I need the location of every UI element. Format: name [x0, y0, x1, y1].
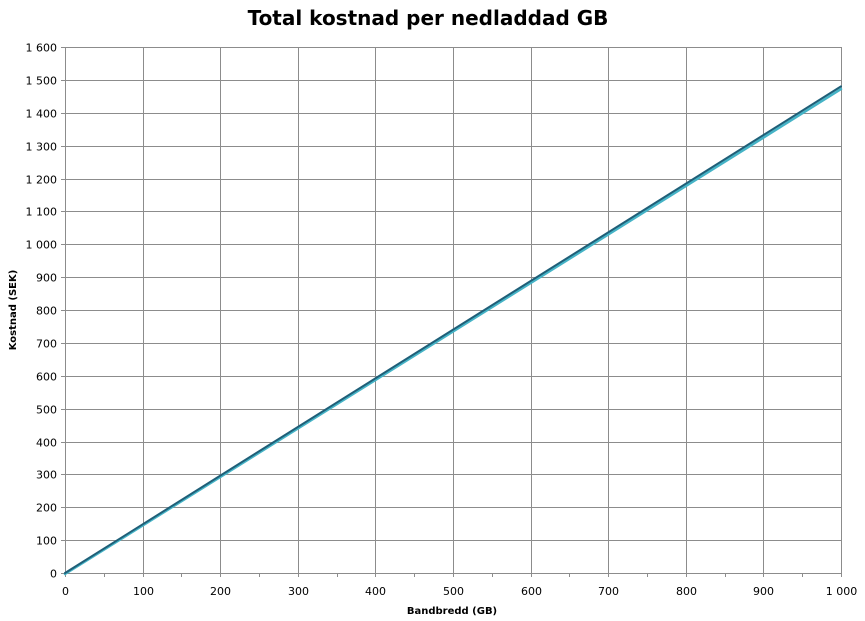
y-tick-label: 200 — [36, 502, 57, 515]
y-tick-label: 1 000 — [26, 239, 58, 252]
y-axis-label: Kostnad (SEK) — [8, 270, 19, 351]
y-tick-label: 700 — [36, 338, 57, 351]
x-tick-label: 400 — [365, 585, 386, 598]
y-tick-label: 600 — [36, 371, 57, 384]
grid-lines — [61, 47, 842, 577]
y-tick-label: 900 — [36, 272, 57, 285]
y-tick-label: 500 — [36, 404, 57, 417]
x-tick-label: 1 000 — [826, 585, 858, 598]
y-tick-label: 1 400 — [26, 108, 58, 121]
y-tick-label: 100 — [36, 535, 57, 548]
y-tick-label: 1 600 — [26, 42, 58, 55]
chart-title: Total kostnad per nedladdad GB — [248, 6, 609, 30]
x-tick-label: 700 — [598, 585, 619, 598]
axes — [65, 47, 841, 577]
x-tick-label: 900 — [753, 585, 774, 598]
series-line — [63, 87, 843, 576]
x-tick-label: 300 — [288, 585, 309, 598]
x-tick-label: 100 — [133, 585, 154, 598]
y-tick-label: 1 100 — [26, 206, 58, 219]
y-tick-label: 1 200 — [26, 174, 58, 187]
y-tick-label: 300 — [36, 469, 57, 482]
x-tick-label: 0 — [62, 585, 69, 598]
y-tick-label: 1 500 — [26, 75, 58, 88]
x-tick-label: 600 — [521, 585, 542, 598]
y-tick-label: 800 — [36, 305, 57, 318]
x-axis-label: Bandbredd (GB) — [407, 606, 497, 617]
y-tick-label: 0 — [50, 568, 57, 581]
series-lines — [63, 85, 843, 576]
y-tick-label: 400 — [36, 437, 57, 450]
x-tick-label: 200 — [210, 585, 231, 598]
y-tick-label: 1 300 — [26, 141, 58, 154]
x-tick-label: 500 — [443, 585, 464, 598]
tick-labels: 0 100 200 300 400 500 600 700 800 900 1 000 1 100 1 … — [26, 42, 858, 599]
x-tick-label: 800 — [676, 585, 697, 598]
series-line — [64, 85, 842, 574]
